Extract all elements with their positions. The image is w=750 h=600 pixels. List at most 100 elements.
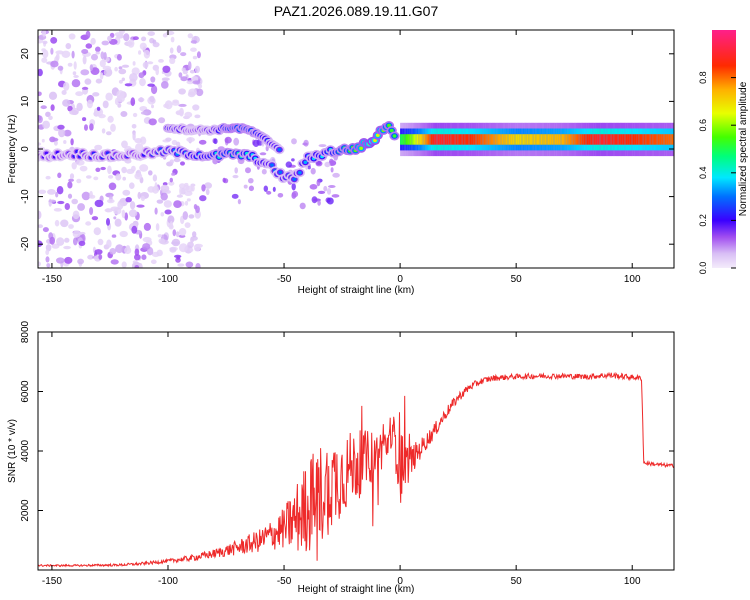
spectrogram-cell (114, 32, 124, 37)
spectrogram-cell (115, 244, 124, 254)
spectrogram-cell (524, 134, 526, 145)
colorbar-ticks: 0.0 0.2 0.4 0.6 0.8 (698, 71, 736, 274)
spectrogram-cell (50, 104, 55, 111)
spectrogram-cell (542, 134, 544, 145)
spectrogram-cell (169, 177, 173, 183)
spectrogram-cell (53, 208, 63, 212)
spectrogram-cell (170, 36, 175, 43)
y-tick-label: 10 (20, 95, 31, 107)
spectrogram-cell (176, 45, 182, 54)
spectrogram-cell (106, 218, 110, 226)
spectrogram-cell (439, 134, 441, 145)
spectrogram-cell (447, 134, 450, 145)
spectrogram-cell (326, 188, 332, 195)
spectrogram-cell (139, 164, 149, 172)
spectrogram-cell (107, 35, 112, 42)
spectrogram-cell (176, 256, 181, 260)
spectrogram-cell (317, 190, 326, 194)
spectrogram-cell (122, 176, 126, 181)
spectrogram-cell (480, 134, 483, 145)
spectrogram-cell (158, 238, 166, 244)
spectrogram-cell (622, 134, 625, 145)
spectrogram-cell (606, 134, 608, 145)
spectrogram-cell (41, 57, 48, 63)
spectrogram-cell (570, 134, 572, 145)
colorbar-bar (712, 30, 736, 268)
spectrogram-cell (291, 158, 295, 162)
spectrogram-cell (81, 86, 89, 90)
spectrogram-cell (600, 134, 603, 145)
spectrogram-cell (593, 134, 596, 145)
spectrogram-cell (171, 139, 178, 146)
spectrogram-cell (588, 134, 590, 145)
spectrogram-cell (67, 181, 73, 189)
spectrogram-cell (50, 60, 59, 68)
spectrogram-cell (620, 134, 622, 145)
colorbar: 0.0 0.2 0.4 0.6 0.8 Normalized spectral ampl… (698, 30, 749, 274)
spectrogram-cell (81, 49, 89, 54)
spectrogram-cell (71, 198, 78, 205)
spectrogram-cell (132, 36, 139, 41)
spectrogram-cell (48, 115, 53, 121)
spectrogram-cell (461, 134, 463, 145)
spectrogram-cell (140, 111, 148, 115)
spectrogram-cell (140, 195, 145, 202)
spectrogram-cell (143, 222, 151, 231)
spectrogram-cell (330, 167, 334, 173)
spectrogram-cell (160, 192, 168, 201)
spectrogram-cell (73, 75, 79, 78)
spectrogram-cell (266, 190, 272, 195)
x-tick-label: -150 (42, 576, 62, 587)
spectrogram-cell (441, 134, 444, 145)
spectrogram-cell (547, 134, 550, 145)
spectrogram-cell (656, 134, 658, 145)
spectrogram-cell (184, 200, 189, 206)
spectrogram-cell (134, 254, 141, 261)
spectrogram-cell (129, 201, 136, 210)
spectrogram-cell (106, 131, 112, 136)
spectrogram-cell (127, 39, 135, 48)
spectrogram-cell (497, 134, 500, 145)
spectrogram-cell (128, 209, 138, 218)
spectrogram-cell (554, 134, 557, 145)
spectrogram-cell (278, 170, 283, 174)
spectrogram-cell (38, 115, 43, 124)
spectrogram-cell (86, 99, 93, 109)
x-tick-label: -100 (158, 576, 178, 587)
spectrogram-cell (563, 134, 565, 145)
spectrogram-cell (504, 134, 507, 145)
spectrogram-cell (182, 70, 188, 75)
spectrogram-cell (62, 99, 71, 107)
spectrogram-cell (515, 134, 518, 145)
spectrogram-cell (392, 134, 397, 138)
spectrogram-cell (401, 134, 404, 145)
spectrogram-cell (82, 117, 87, 122)
spectrogram-cell (95, 46, 101, 53)
spectrogram-cell (632, 134, 635, 145)
spectrogram-cell (55, 191, 59, 198)
spectrogram-cell (134, 265, 140, 268)
spectrogram-cell (38, 261, 41, 267)
colorbar-tick-label: 0.8 (698, 71, 708, 84)
spectrogram-cell (100, 51, 105, 60)
spectrogram-cell (164, 209, 172, 215)
spectrogram-cell (87, 254, 94, 260)
spectrogram-cell (131, 81, 137, 86)
spectrogram-cell (291, 138, 297, 145)
spectrogram-cell (184, 111, 193, 118)
spectrogram-cell (579, 134, 582, 145)
spectrogram-cell (171, 238, 181, 247)
spectrogram-cell (124, 212, 128, 221)
spectrogram-cell (404, 134, 406, 145)
spectrogram-cell (89, 64, 94, 71)
spectrogram-cell (184, 222, 191, 229)
x-tick-label: -100 (158, 274, 178, 285)
spectrogram-cell (418, 134, 420, 145)
spectrogram-cell (618, 134, 621, 145)
spectrogram-cell (416, 134, 419, 145)
spectrogram-cell (510, 134, 512, 145)
spectrogram-cell (158, 117, 166, 124)
spectrogram-cell (155, 67, 159, 76)
spectrogram-cell (110, 206, 119, 212)
spectrogram-cell (472, 134, 475, 145)
